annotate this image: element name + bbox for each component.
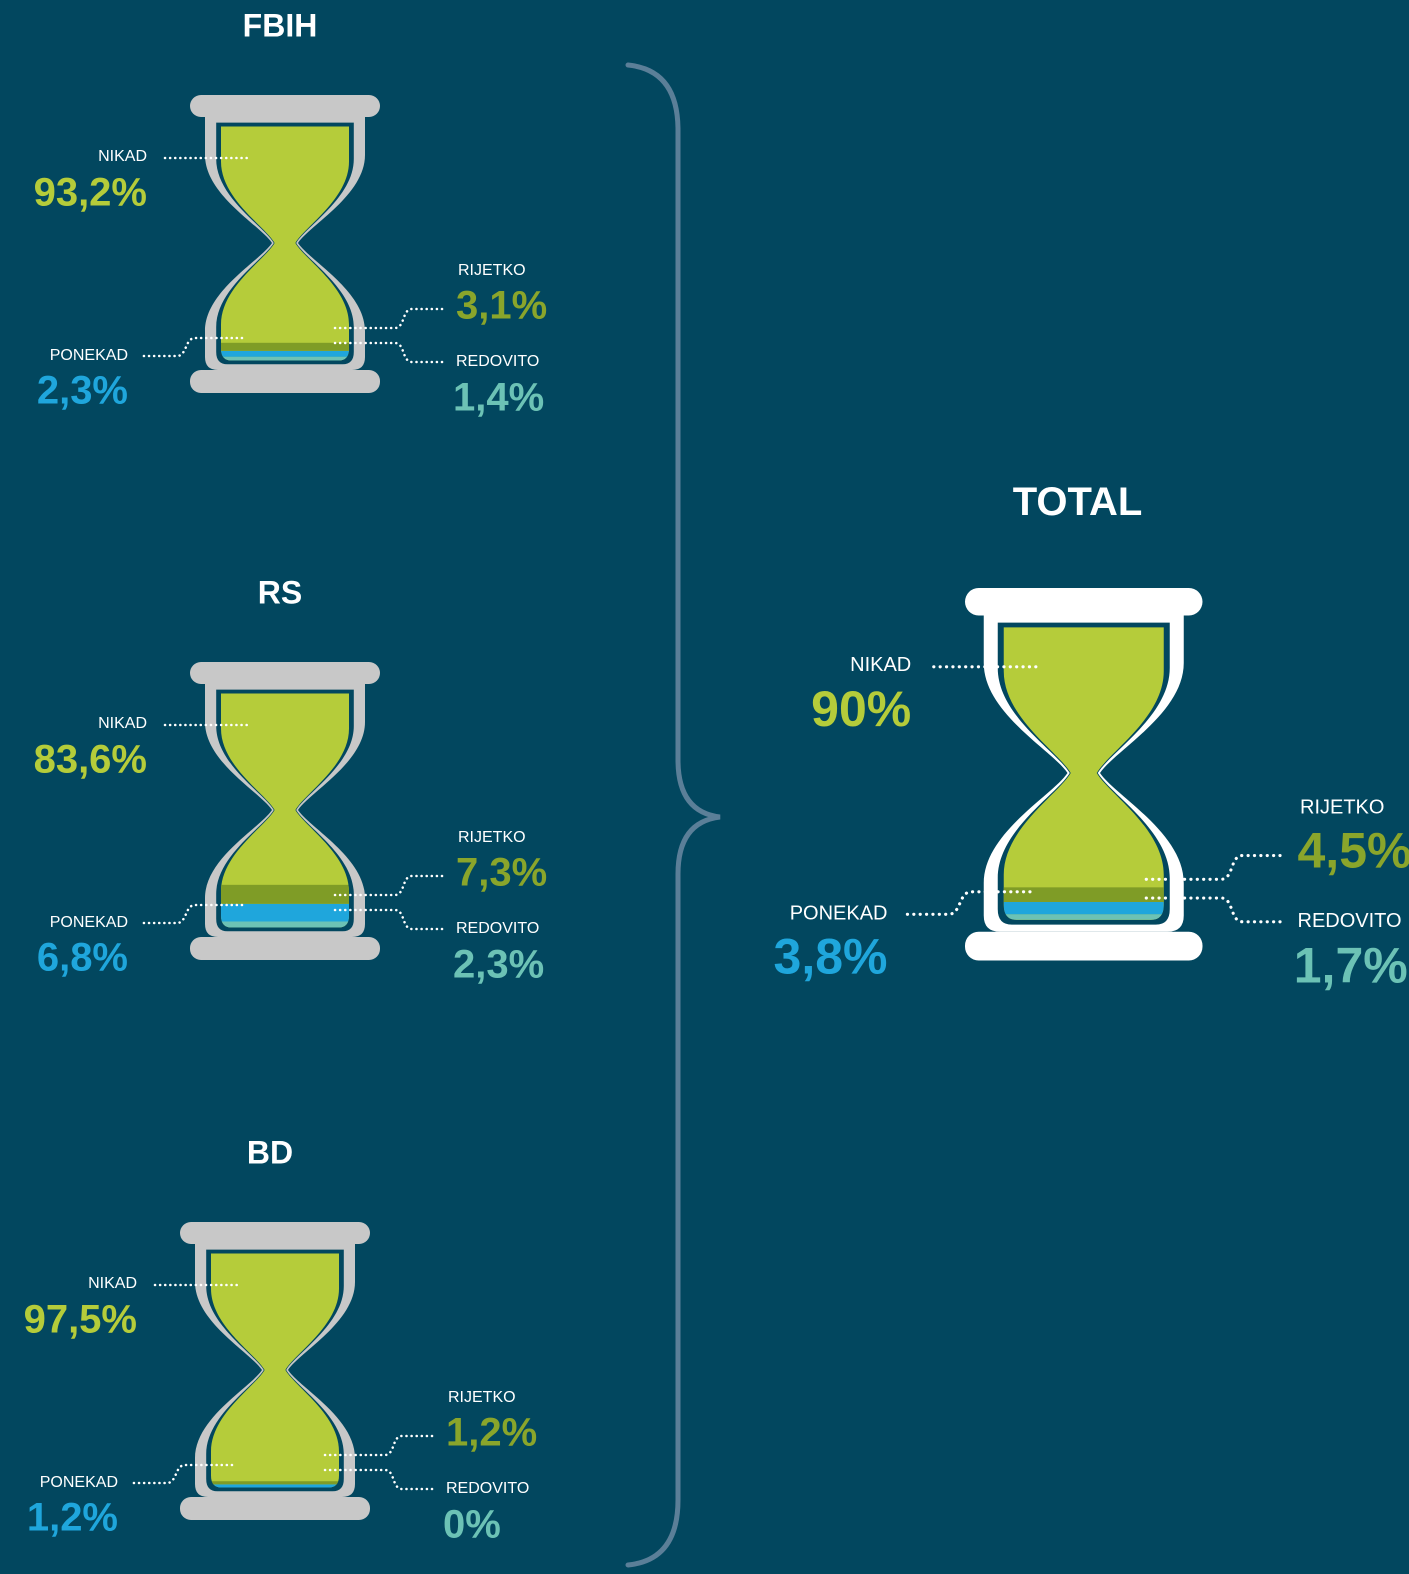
leader-line [900, 890, 1032, 916]
category-label: PONEKAD [40, 1474, 118, 1491]
leader-line [323, 1468, 438, 1491]
value-label: 1,7% [1294, 937, 1408, 993]
category-label: PONEKAD [50, 347, 128, 364]
stripes [1003, 887, 1164, 920]
leader-line [1144, 853, 1287, 881]
category-label: REDOVITO [456, 353, 539, 370]
frame-top [965, 588, 1203, 616]
frame-top [190, 95, 380, 117]
sand [221, 126, 349, 361]
stripe [221, 342, 349, 351]
leader-line [333, 307, 448, 330]
panel-title: TOTAL [1013, 480, 1143, 524]
panel-title: BD [247, 1134, 293, 1170]
leader-line [138, 903, 244, 925]
category-label: REDOVITO [1298, 910, 1402, 932]
hourglass-group: RS NIKAD 83,6% RIJETKO 7,3% PONEKAD 6,8% REDOVI… [34, 574, 548, 986]
value-label: 2,3% [37, 369, 128, 413]
stripes [211, 1481, 339, 1488]
frame-bottom [190, 937, 380, 960]
stripe [211, 1481, 339, 1485]
stripes [221, 884, 349, 928]
category-label: RIJETKO [458, 262, 526, 279]
category-label: PONEKAD [790, 903, 888, 925]
stripe [211, 1484, 339, 1488]
leader-line [333, 874, 448, 897]
stripe [221, 921, 349, 928]
category-label: NIKAD [88, 1275, 137, 1292]
frame-bottom [965, 931, 1203, 961]
stripe [1003, 901, 1164, 915]
value-label: 1,2% [27, 1496, 118, 1540]
leader-line [333, 908, 448, 931]
value-label: 4,5% [1298, 822, 1409, 878]
category-label: PONEKAD [50, 914, 128, 931]
value-label: 3,1% [456, 284, 547, 328]
value-label: 0% [443, 1503, 501, 1547]
category-label: NIKAD [850, 654, 911, 676]
sand [211, 1253, 339, 1488]
frame-bottom [180, 1497, 370, 1520]
sand [221, 693, 349, 928]
hourglass-group: TOTAL NIKAD 90% RIJETKO 4,5% PONEKAD 3,8% REDOV… [774, 480, 1409, 994]
stripe [1003, 887, 1164, 902]
panel-title: FBIH [243, 7, 318, 43]
value-label: 97,5% [24, 1298, 137, 1342]
hourglass-group: BD NIKAD 97,5% RIJETKO 1,2% PONEKAD 1,2% REDOVI… [24, 1134, 538, 1546]
value-label: 90% [811, 681, 911, 737]
value-label: 7,3% [456, 851, 547, 895]
category-label: REDOVITO [456, 920, 539, 937]
category-label: RIJETKO [448, 1389, 516, 1406]
leader-line [128, 1463, 234, 1485]
stripe [1003, 914, 1164, 920]
stripe [221, 350, 349, 357]
value-label: 83,6% [34, 738, 147, 782]
category-label: NIKAD [98, 715, 147, 732]
value-label: 3,8% [774, 929, 888, 985]
frame-bottom [190, 370, 380, 393]
value-label: 2,3% [453, 943, 544, 987]
category-label: RIJETKO [1300, 796, 1384, 818]
category-label: RIJETKO [458, 829, 526, 846]
category-label: REDOVITO [446, 1480, 529, 1497]
leader-line [323, 1434, 438, 1457]
leader-line [138, 336, 244, 358]
value-label: 6,8% [37, 936, 128, 980]
leader-line [1144, 896, 1287, 924]
panel-title: RS [258, 574, 302, 610]
category-label: NIKAD [98, 148, 147, 165]
brace [625, 62, 721, 1568]
stripe [221, 356, 349, 361]
leader-line [333, 341, 448, 364]
sand [1003, 627, 1164, 920]
stripe [221, 884, 349, 904]
frame-top [180, 1222, 370, 1244]
value-label: 93,2% [34, 171, 147, 215]
stripes [221, 342, 349, 361]
value-label: 1,4% [453, 376, 544, 420]
stripe [221, 903, 349, 922]
hourglass-group: FBIH NIKAD 93,2% RIJETKO 3,1% PONEKAD 2,3% REDO… [34, 7, 548, 419]
value-label: 1,2% [446, 1411, 537, 1455]
frame-top [190, 662, 380, 684]
